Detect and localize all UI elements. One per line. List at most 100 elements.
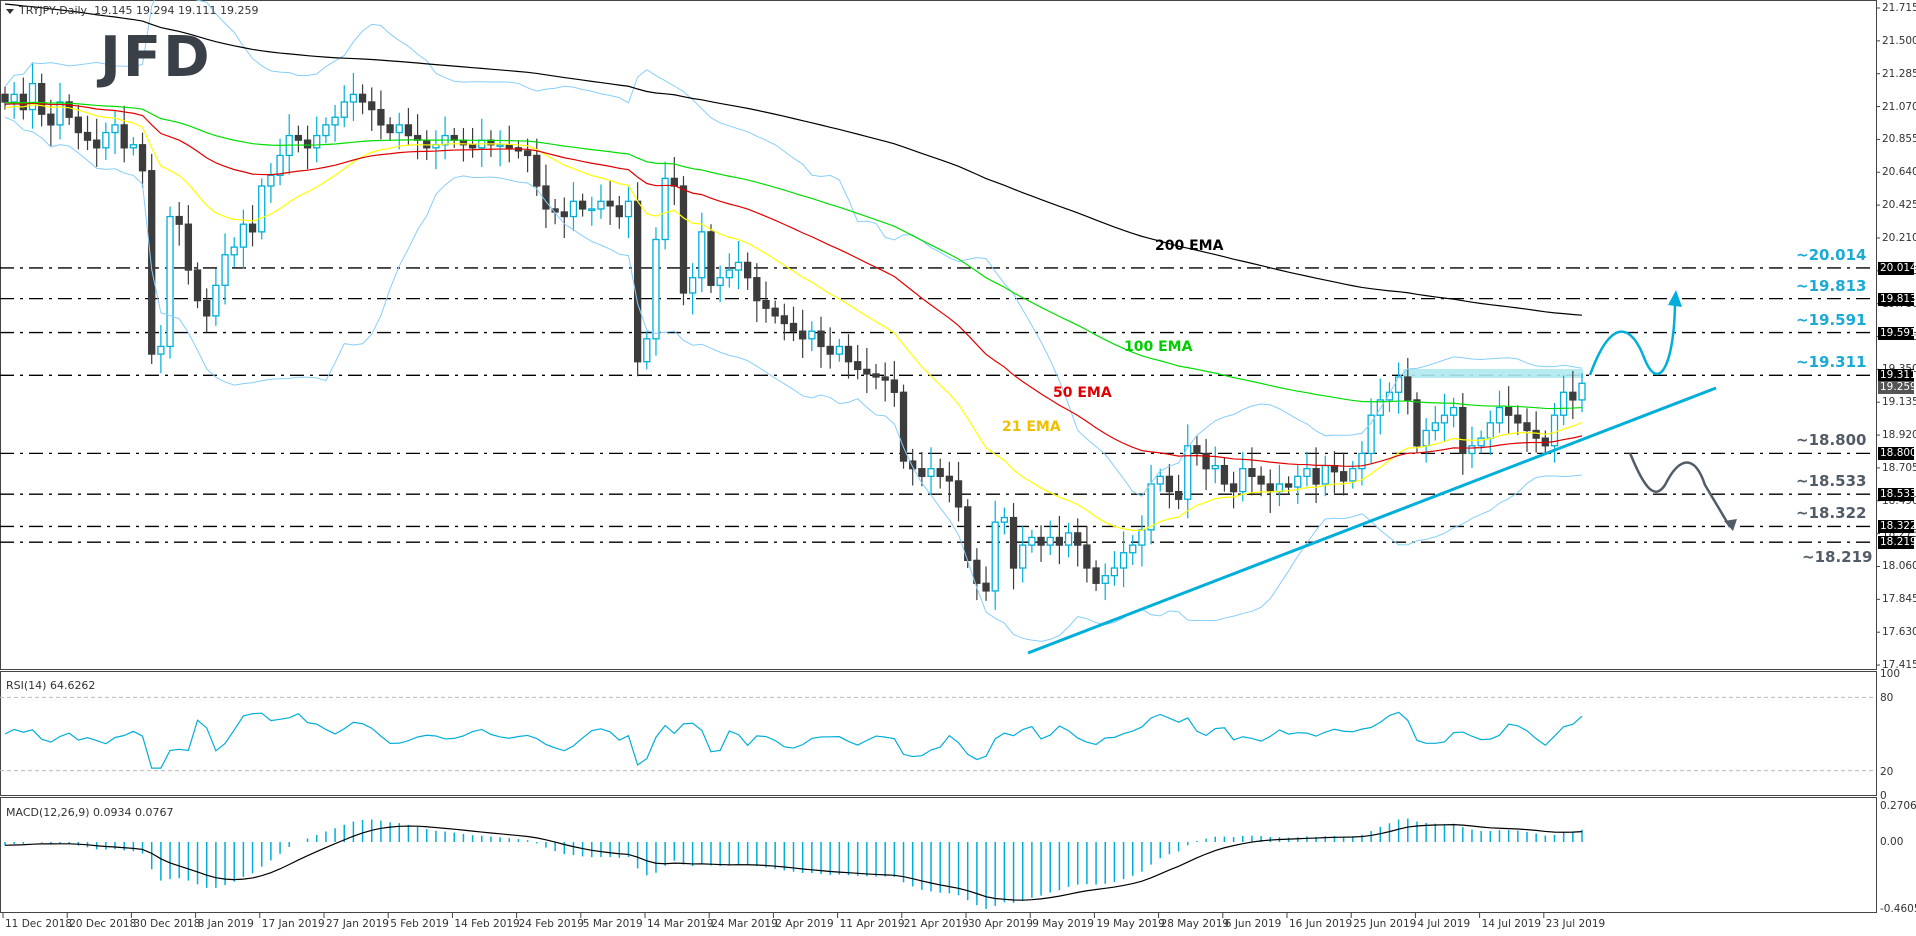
bull-candle — [313, 134, 321, 149]
bull-candle — [1064, 532, 1073, 546]
macd-panel-frame — [0, 797, 1877, 913]
bull-candle — [1385, 391, 1394, 401]
bull-candle — [349, 93, 358, 103]
date-axis-label: 20 Dec 2018 — [69, 918, 137, 930]
bull-candle — [1138, 529, 1146, 546]
bullish-scenario-arrow — [1588, 299, 1677, 376]
up-arrowhead-icon — [1668, 290, 1682, 307]
jfd-logo: JFD — [100, 25, 212, 90]
macd-axis-label: 0.00 — [1880, 836, 1904, 848]
bear-candle — [909, 460, 917, 470]
level-label: ~19.591 — [1796, 310, 1867, 329]
bear-candle — [1092, 567, 1100, 584]
date-axis-label: 23 Jul 2019 — [1545, 918, 1606, 930]
bull-candle — [1560, 391, 1568, 416]
bear-candle — [1037, 536, 1045, 546]
bear-candle — [1312, 468, 1320, 485]
bull-candle — [56, 101, 64, 126]
bear-candle — [1459, 406, 1467, 455]
date-axis-label: 4 Jul 2019 — [1417, 918, 1471, 930]
date-axis-label: 9 May 2019 — [1032, 918, 1094, 930]
price-axis-label: 21.070 — [1882, 100, 1916, 113]
bear-candle — [1083, 544, 1091, 569]
price-axis-label: 18.060 — [1882, 560, 1916, 573]
bull-candle — [1129, 544, 1137, 554]
bear-candle — [1174, 490, 1183, 500]
bull-candle — [661, 177, 669, 241]
level-price-tag: 18.800 — [1878, 447, 1916, 461]
bear-candle — [707, 231, 715, 286]
bear-candle — [826, 345, 834, 355]
bull-candle — [1394, 376, 1403, 393]
ema100-line — [4, 101, 1583, 410]
bull-candle — [1495, 406, 1504, 424]
bull-candle — [991, 521, 999, 592]
bear-candle — [1505, 406, 1513, 416]
bear-candle — [468, 144, 477, 149]
bull-candle — [688, 277, 697, 294]
bull-candle — [1000, 516, 1009, 523]
date-axis-label: 2 Apr 2019 — [775, 918, 834, 930]
level-label: ~19.311 — [1796, 353, 1867, 372]
bull-candle — [496, 144, 504, 147]
bear-candle — [1413, 399, 1421, 447]
bear-candle — [138, 144, 147, 172]
bull-candle — [212, 284, 220, 317]
bull-candle — [1449, 406, 1458, 416]
bull-candle — [322, 124, 330, 137]
rsi-line — [4, 711, 1583, 769]
bull-candle — [1550, 414, 1559, 447]
bull-candle — [1156, 475, 1164, 485]
bull-candle — [597, 200, 605, 210]
bull-candle — [267, 174, 275, 187]
bear-candle — [19, 93, 27, 111]
bear-candle — [184, 223, 193, 271]
bear-candle — [633, 200, 642, 363]
ema200-label: 200 EMA — [1155, 238, 1224, 254]
date-axis-label: 11 Apr 2019 — [839, 918, 905, 930]
bear-candle — [65, 101, 73, 118]
date-axis-label: 25 Jun 2019 — [1353, 918, 1417, 930]
bull-candle — [276, 154, 284, 176]
price-axis-label: 17.415 — [1882, 659, 1916, 672]
bull-candle — [716, 277, 724, 286]
price-axis-label: 20.640 — [1882, 166, 1916, 179]
bollinger-upper — [4, 0, 1583, 497]
bear-candle — [1523, 422, 1531, 432]
bear-candle — [193, 269, 202, 302]
bear-candle — [771, 307, 779, 317]
bear-candle — [1229, 483, 1238, 493]
level-label: ~18.219 — [1802, 548, 1873, 567]
bull-candle — [624, 200, 633, 218]
bull-candle — [221, 254, 229, 286]
price-axis-label: 20.425 — [1882, 199, 1916, 212]
bull-candle — [129, 144, 138, 149]
date-axis-label: 8 Jan 2019 — [197, 918, 254, 930]
date-axis-label: 14 Jul 2019 — [1481, 918, 1542, 930]
bear-candle — [780, 315, 788, 325]
price-axis-label: 17.845 — [1882, 593, 1916, 606]
bear-candle — [1339, 471, 1348, 482]
bear-candle — [1514, 414, 1522, 424]
bear-candle — [762, 299, 770, 309]
dropdown-triangle-icon[interactable] — [6, 8, 14, 14]
ema100-label: 100 EMA — [1124, 339, 1193, 355]
bear-candle — [1284, 483, 1293, 488]
bear-candle — [1009, 516, 1018, 569]
date-axis-label: 21 Apr 2019 — [903, 918, 969, 930]
bull-candle — [1303, 468, 1311, 477]
bear-candle — [964, 506, 972, 562]
bear-candle — [973, 559, 981, 584]
bear-candle — [1248, 468, 1256, 477]
bear-candle — [93, 139, 101, 149]
bull-candle — [1468, 445, 1476, 455]
bear-candle — [578, 200, 587, 210]
ema200-line — [4, 3, 1583, 316]
bull-candle — [1211, 464, 1219, 470]
bear-candle — [606, 200, 614, 207]
price-axis-label: 21.715 — [1882, 2, 1916, 14]
bull-candle — [725, 269, 733, 279]
bull-candle — [395, 124, 403, 134]
bear-candle — [368, 101, 376, 111]
